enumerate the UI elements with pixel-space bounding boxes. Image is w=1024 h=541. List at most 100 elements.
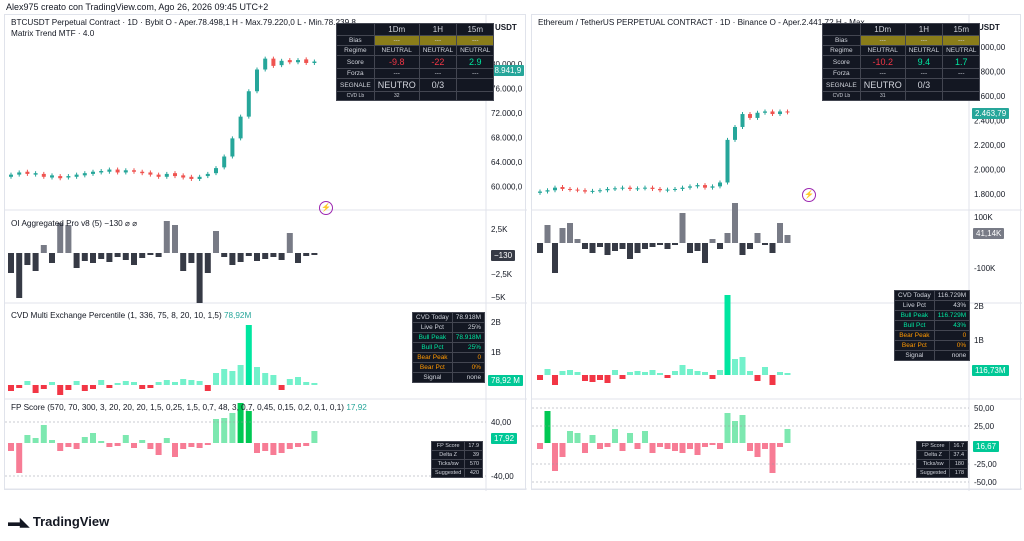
cvd-bar (114, 383, 121, 385)
fp-bar (49, 440, 55, 443)
candle-body (613, 188, 617, 190)
table-row-label: CVD Today (412, 312, 453, 323)
oi-bar (57, 223, 64, 253)
snapshot-header: Alex975 creato con TradingView.com, Ago … (6, 2, 269, 12)
left-cvd-label[interactable]: CVD Multi Exchange Percentile (1, 336, 7… (11, 311, 251, 320)
candle-body (33, 173, 38, 175)
fp-bar (188, 443, 195, 447)
oi-bar (270, 253, 277, 257)
table-row-value: 78.918M (451, 312, 486, 323)
table-row: Live Pct 43% (894, 300, 971, 311)
oi-tick-label: −5K (491, 293, 506, 302)
oi-bar (679, 213, 686, 243)
fp-bar (574, 433, 581, 443)
fp-bar (237, 403, 244, 443)
fp-bar (687, 443, 693, 449)
right-chart-pane[interactable]: 3.000,00 2.800,00 2.600,00 2.400,00 2.200,00… (531, 14, 1022, 491)
oi-bar (574, 239, 581, 243)
oi-bar (40, 245, 47, 253)
left-indicator-matrix-label[interactable]: Matrix Trend MTF · 4.0 (11, 29, 95, 38)
fp-bar (777, 443, 783, 447)
left-matrix-regime-15m: NEUTRAL (456, 45, 495, 56)
right-chart-canvas[interactable]: 3.000,00 2.800,00 2.600,00 2.400,00 2.200,00… (532, 15, 1022, 491)
right-event-bolt-icon[interactable]: ⚡ (802, 188, 816, 202)
left-oi-label[interactable]: OI Aggregated Pro v8 (5) −130 ⌀ ⌀ (11, 219, 138, 228)
table-row-value: 116.729M (933, 290, 971, 301)
table-row-value: 37.4 (949, 450, 969, 460)
fp-bar (295, 443, 301, 447)
cvd-bar (262, 373, 269, 385)
candle-body (82, 173, 87, 176)
right-matrix-bias-label: Bias (822, 35, 861, 46)
cvd-bar (754, 375, 761, 381)
candle-body (279, 60, 284, 66)
left-matrix-forza-1d: --- (373, 68, 420, 79)
oi-bar (229, 253, 236, 265)
left-matrix-regime-1h: NEUTRAL (418, 45, 458, 56)
fp-bar (303, 443, 310, 446)
fp-bar (57, 443, 64, 451)
candle-body (733, 126, 737, 140)
fp-tick-label: 25,00 (974, 422, 995, 431)
right-matrix-score-1d: -10.2 (859, 55, 906, 69)
table-row: Bull Peak 116.729M (894, 310, 971, 321)
fp-bar (702, 443, 708, 447)
fp-bar (619, 443, 626, 451)
left-matrix-cvdlb-empty1 (418, 91, 458, 101)
table-row: CVD Today 78.918M (412, 312, 486, 323)
cvd-bar (582, 375, 588, 381)
fp-bar (589, 435, 596, 443)
cvd-bar (32, 385, 39, 393)
price-tick-label: 2.200,00 (974, 141, 1006, 150)
table-row-value: none (451, 372, 486, 383)
candle-body (123, 170, 128, 173)
candle-body (181, 175, 186, 178)
oi-bar (188, 253, 195, 263)
candle-body (680, 187, 685, 189)
candle-body (263, 58, 268, 70)
tradingview-brand: TradingView (32, 514, 110, 529)
cvd-bar (57, 385, 64, 395)
oi-bar (777, 223, 783, 243)
table-row: Bull Pct 25% (412, 342, 486, 353)
table-row-label: Bull Peak (894, 310, 935, 321)
fp-bar (139, 440, 146, 443)
left-chart-canvas[interactable]: 80.000,0 76.000,0 72.000,0 68.000,0 64.000,0… (5, 15, 527, 491)
left-matrix-h0: 1Dm (373, 23, 420, 36)
table-row: Delta Z 39 (430, 450, 484, 460)
table-row: Ticks/sw 570 (430, 459, 484, 469)
left-cvd-value: 78,92M (224, 311, 252, 320)
candle-body (156, 174, 161, 177)
candle-body (164, 173, 169, 177)
candle-body (590, 190, 595, 192)
right-matrix-signal-count: 0/3 (904, 78, 944, 92)
left-matrix-h2: 15m (456, 23, 495, 36)
cvd-bar (303, 382, 310, 385)
left-matrix-h1: 1H (418, 23, 458, 36)
oi-bar (702, 243, 708, 263)
fp-bar (147, 443, 154, 449)
price-tick-label: 68.000,0 (491, 134, 523, 143)
left-chart-pane[interactable]: 80.000,0 76.000,0 72.000,0 68.000,0 64.000,0… (4, 14, 527, 491)
candle-body (99, 171, 104, 173)
oi-bar (106, 253, 113, 262)
fp-bar (172, 443, 178, 457)
oi-bar (254, 253, 260, 261)
oi-bar (311, 253, 318, 255)
candle-body (214, 168, 218, 174)
oi-bar (732, 203, 738, 243)
left-matrix-score-1h: -22 (418, 55, 458, 69)
cvd-bar (649, 370, 656, 375)
cvd-bar (702, 372, 708, 375)
candle-body (740, 114, 745, 127)
left-event-bolt-icon[interactable]: ⚡ (319, 201, 333, 215)
tradingview-logo[interactable]: ▬◣ TradingView (8, 514, 109, 529)
left-last-price-tag: 78.941,9 (487, 65, 525, 76)
left-matrix-bias-15m: --- (456, 35, 495, 46)
fp-bar (131, 443, 137, 448)
oi-bar (552, 243, 558, 273)
left-fp-label[interactable]: FP Score (570, 70, 300, 3, 20, 20, 20, 1… (11, 403, 367, 412)
oi-bar (237, 253, 244, 262)
table-row: FP Score 16.7 (915, 441, 969, 451)
cvd-bar (537, 375, 543, 380)
